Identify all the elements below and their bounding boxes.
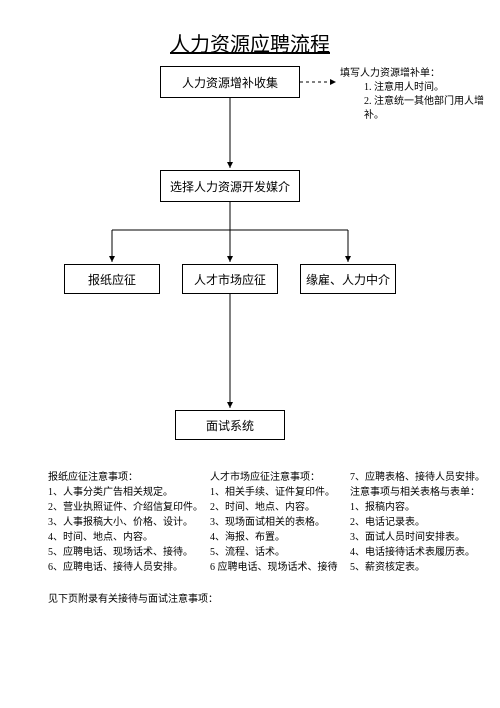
notes-head: 注意事项与相关表格与表单： [350, 485, 495, 500]
notes-item: 6、应聘电话、接待人员安排。 [48, 560, 208, 575]
notes-col-1: 报纸应征注意事项： 1、人事分类广告相关规定。 2、营业执照证件、介绍信复印件。… [48, 470, 208, 575]
notes-item: 2、营业执照证件、介绍信复印件。 [48, 500, 208, 515]
footer-line: 见下页附录有关接待与面试注意事项： [48, 590, 218, 605]
page-title: 人力资源应聘流程 [0, 28, 500, 57]
node-agency: 缘雇、人力中介 [300, 264, 396, 294]
notes-item: 1、相关手续、证件复印件。 [210, 485, 350, 500]
node-label: 面试系统 [206, 417, 254, 434]
notes-item: 6 应聘电话、现场话术、接待 [210, 560, 350, 575]
node-market: 人才市场应征 [182, 264, 278, 294]
notes-col-3: 7、应聘表格、接待人员安排。 注意事项与相关表格与表单： 1、报稿内容。 2、电… [350, 470, 495, 575]
notes-item: 5、薪资核定表。 [350, 560, 495, 575]
notes-item: 3、人事报稿大小、价格、设计。 [48, 515, 208, 530]
notes-item: 1、报稿内容。 [350, 500, 495, 515]
node-media: 选择人力资源开发媒介 [160, 170, 300, 202]
notes-head: 人才市场应征注意事项： [210, 470, 350, 485]
notes-pre: 7、应聘表格、接待人员安排。 [350, 470, 495, 485]
node-label: 人力资源增补收集 [182, 74, 278, 91]
notes-col-2: 人才市场应征注意事项： 1、相关手续、证件复印件。 2、时间、地点、内容。 3、… [210, 470, 350, 575]
side-note: 填写人力资源增补单： 1. 注意用人时间。 2. 注意统一其他部门用人增补。 [340, 67, 490, 123]
notes-item: 4、时间、地点、内容。 [48, 530, 208, 545]
notes-item: 3、面试人员时间安排表。 [350, 530, 495, 545]
notes-item: 4、海报、布置。 [210, 530, 350, 545]
node-collect: 人力资源增补收集 [160, 66, 300, 98]
side-note-item: 2. 注意统一其他部门用人增补。 [340, 95, 490, 123]
page: 人力资源应聘流程 人力资源增补收集 选择人力资源开发媒介 报纸应征 人才市场应征… [0, 0, 500, 708]
notes-item: 5、应聘电话、现场话术、接待。 [48, 545, 208, 560]
node-newspaper: 报纸应征 [64, 264, 160, 294]
notes-item: 1、人事分类广告相关规定。 [48, 485, 208, 500]
node-label: 缘雇、人力中介 [306, 271, 390, 288]
node-label: 人才市场应征 [194, 271, 266, 288]
side-note-item: 1. 注意用人时间。 [340, 81, 490, 95]
notes-item: 2、电话记录表。 [350, 515, 495, 530]
notes-item: 3、现场面试相关的表格。 [210, 515, 350, 530]
node-interview: 面试系统 [175, 410, 285, 440]
node-label: 选择人力资源开发媒介 [170, 178, 290, 195]
notes-head: 报纸应征注意事项： [48, 470, 208, 485]
notes-item: 2、时间、地点、内容。 [210, 500, 350, 515]
notes-item: 5、流程、话术。 [210, 545, 350, 560]
node-label: 报纸应征 [88, 271, 136, 288]
notes-item: 4、电话接待话术表履历表。 [350, 545, 495, 560]
side-note-header: 填写人力资源增补单： [340, 67, 490, 81]
